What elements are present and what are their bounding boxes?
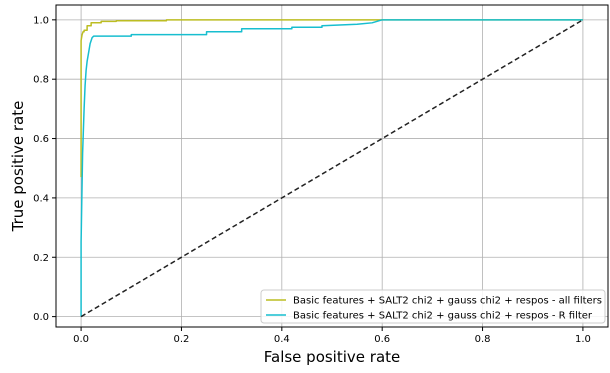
y-tick-label: 0.4 [33,193,49,204]
x-tick-label: 0.4 [274,334,290,345]
y-tick-label: 0.8 [33,75,49,86]
series-lines [80,19,584,318]
grid-lines [56,5,608,327]
x-tick-label: 1.0 [575,334,591,345]
y-tick-label: 1.0 [33,15,49,26]
x-tick-label: 0.0 [73,334,89,345]
roc-curve-1 [80,19,583,317]
legend-label: Basic features + SALT2 chi2 + gauss chi2… [293,296,602,307]
y-tick-label: 0.0 [33,312,49,323]
y-tick-label: 0.6 [33,134,49,145]
plot-frame [55,4,609,328]
y-axis-label: True positive rate [9,101,27,233]
legend: Basic features + SALT2 chi2 + gauss chi2… [260,289,606,324]
x-axis-label: False positive rate [264,348,401,366]
axis-ticks: 0.0 0.2 0.4 0.6 0.8 1.0 0.0 0.2 0.4 0.6 0.8 1.0 [33,15,591,345]
x-tick-label: 0.6 [374,334,390,345]
y-tick-label: 0.2 [33,253,49,264]
roc-curve-0 [80,19,583,178]
legend-box [260,289,606,324]
diagonal-reference-line [80,19,584,318]
x-tick-label: 0.2 [174,334,190,345]
legend-label: Basic features + SALT2 chi2 + gauss chi2… [293,311,593,322]
x-tick-label: 0.8 [475,334,491,345]
